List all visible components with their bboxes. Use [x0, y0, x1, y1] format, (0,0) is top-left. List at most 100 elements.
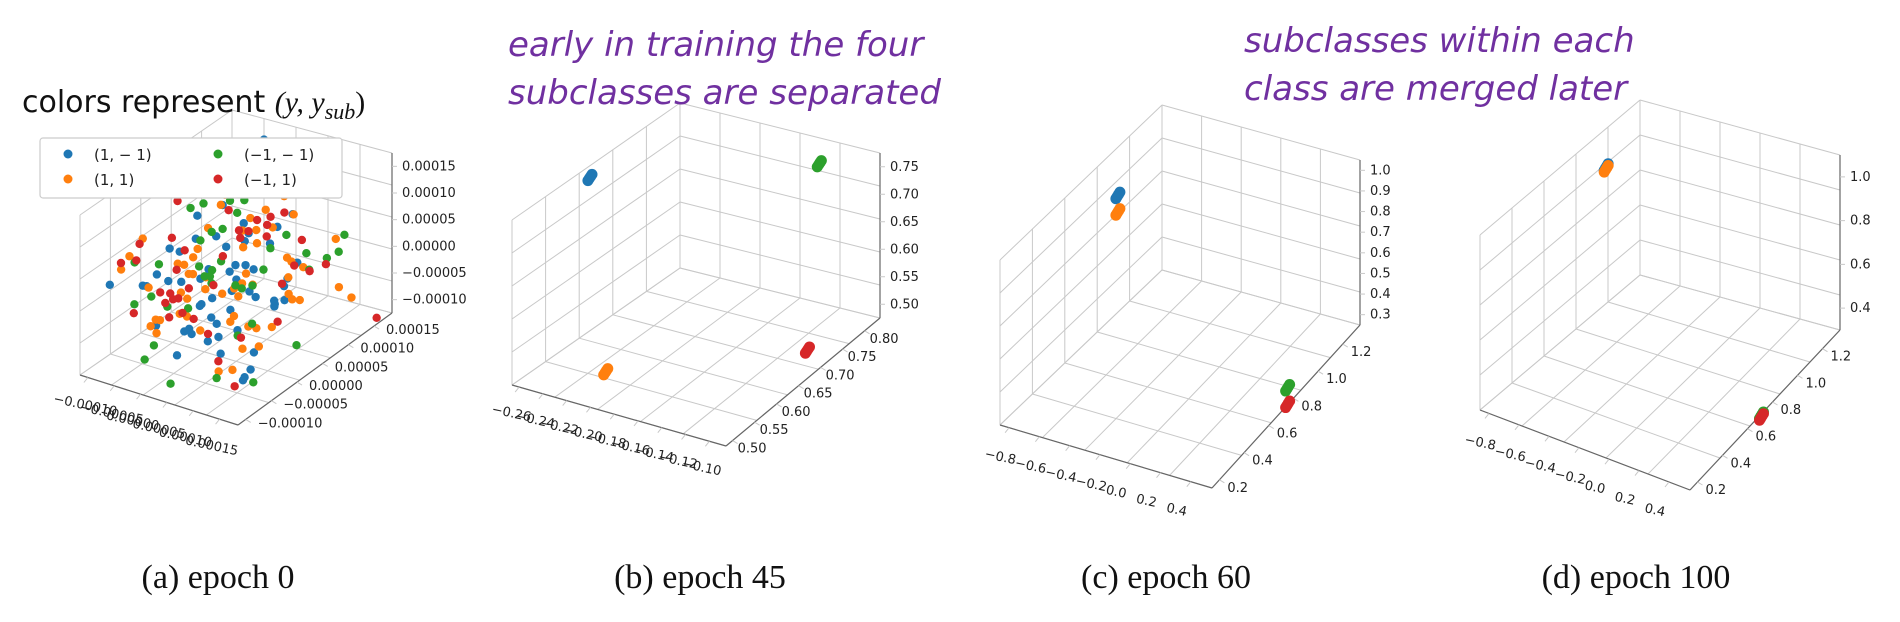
data-point [194, 262, 204, 271]
data-point [140, 355, 149, 364]
y-tick-label: 1.2 [1831, 350, 1852, 365]
z-tick-label: 0.6 [1850, 257, 1871, 272]
data-point [238, 243, 248, 252]
grid-line [999, 203, 1163, 360]
data-point [277, 279, 287, 288]
x-tick [1186, 481, 1192, 488]
grid-line [1126, 302, 1282, 464]
y-tick [322, 362, 328, 367]
grid-line [1129, 300, 1331, 359]
data-point [161, 298, 170, 308]
grid-line [1479, 274, 1641, 411]
z-tick-label: 0.9 [1370, 184, 1391, 199]
x-tick [136, 393, 141, 400]
z-tick-label: 0.00010 [402, 186, 456, 201]
grid-line [206, 303, 361, 416]
data-point [231, 281, 240, 290]
z-tick-label: 1.0 [1850, 170, 1871, 185]
data-point [222, 242, 231, 251]
grid-line [110, 353, 269, 404]
annotation-late-line-2: class are merged later [1244, 69, 1629, 109]
data-point [247, 319, 257, 328]
x-tick [538, 393, 544, 400]
data-point [290, 261, 299, 270]
data-point [230, 382, 239, 391]
y-tick-label: 0.00015 [386, 323, 440, 338]
grid-line [579, 337, 788, 396]
data-point [267, 322, 277, 332]
grid-line [1479, 239, 1641, 376]
data-point [236, 233, 245, 243]
grid-line [1479, 204, 1641, 341]
data-point [180, 246, 189, 255]
z-tick-label: 0.55 [890, 270, 919, 285]
grid-line [612, 314, 819, 370]
data-point [252, 215, 262, 225]
data-point [241, 260, 250, 270]
grid-line [511, 168, 681, 287]
x-tick [1664, 481, 1670, 488]
data-point [334, 247, 343, 256]
data-point [224, 205, 233, 215]
data-point [167, 233, 177, 242]
x-tick-label: 0.4 [1165, 501, 1188, 520]
grid-line [545, 361, 757, 421]
x-axis-line [79, 374, 239, 426]
data-point [225, 196, 235, 205]
grid-line [79, 205, 233, 312]
x-tick-label: −0.4 [1044, 465, 1078, 486]
data-point [218, 251, 228, 261]
grid-line [1479, 99, 1641, 236]
data-point [246, 365, 255, 374]
data-point [188, 253, 198, 262]
data-point [173, 196, 182, 206]
grid-line [679, 234, 881, 286]
grid-line [1639, 239, 1841, 296]
grid-line [1639, 99, 1841, 156]
x-tick [83, 377, 89, 383]
x-tick-label: 0.2 [1135, 492, 1158, 511]
x-tick [1544, 435, 1550, 442]
x-tick [562, 400, 568, 406]
grid-line [1639, 204, 1841, 261]
grid-line [1161, 236, 1361, 293]
data-point [586, 168, 598, 180]
grid-line [682, 307, 841, 435]
grid-line [1161, 203, 1361, 260]
x-tick-label: −0.8 [1463, 433, 1497, 454]
grid-line [511, 201, 681, 320]
legend-label-1: (1, − 1) [94, 146, 152, 164]
grid-line [1161, 269, 1361, 326]
caption-b: (b) epoch 45 [614, 559, 786, 596]
data-point [214, 332, 223, 342]
data-point [297, 235, 307, 245]
grid-line [1064, 362, 1272, 424]
data-point [125, 252, 134, 261]
y-tick-label: 0.60 [782, 405, 811, 420]
data-point [321, 260, 331, 269]
data-point [1114, 186, 1126, 198]
y-tick-label: 0.6 [1277, 427, 1298, 442]
data-point [203, 337, 213, 346]
panel-d: −0.8−0.6−0.4−0.20.0 0.2 0.4 0.2 0.4 0.6 0.8 1.0… [1463, 99, 1871, 520]
legend-marker-3 [63, 174, 73, 184]
data-point [129, 308, 138, 318]
data-point [214, 357, 223, 366]
y-tick [1697, 481, 1703, 486]
data-point [246, 213, 255, 223]
grid-line [640, 297, 801, 422]
x-axis-line [511, 384, 727, 447]
data-point [207, 293, 217, 303]
z-tick-label: 0.8 [1370, 205, 1391, 220]
data-point [240, 373, 249, 382]
y-tick [776, 403, 782, 408]
annotation-early-line-1: early in training the four [508, 25, 925, 65]
data-point [177, 277, 186, 287]
grid-line [1605, 307, 1761, 459]
grid-line [646, 290, 850, 345]
data-point [266, 212, 275, 221]
y-tick [1747, 428, 1753, 433]
legend-label-4: (−1, 1) [244, 171, 297, 189]
data-point [249, 348, 259, 357]
grid-line [511, 135, 681, 254]
